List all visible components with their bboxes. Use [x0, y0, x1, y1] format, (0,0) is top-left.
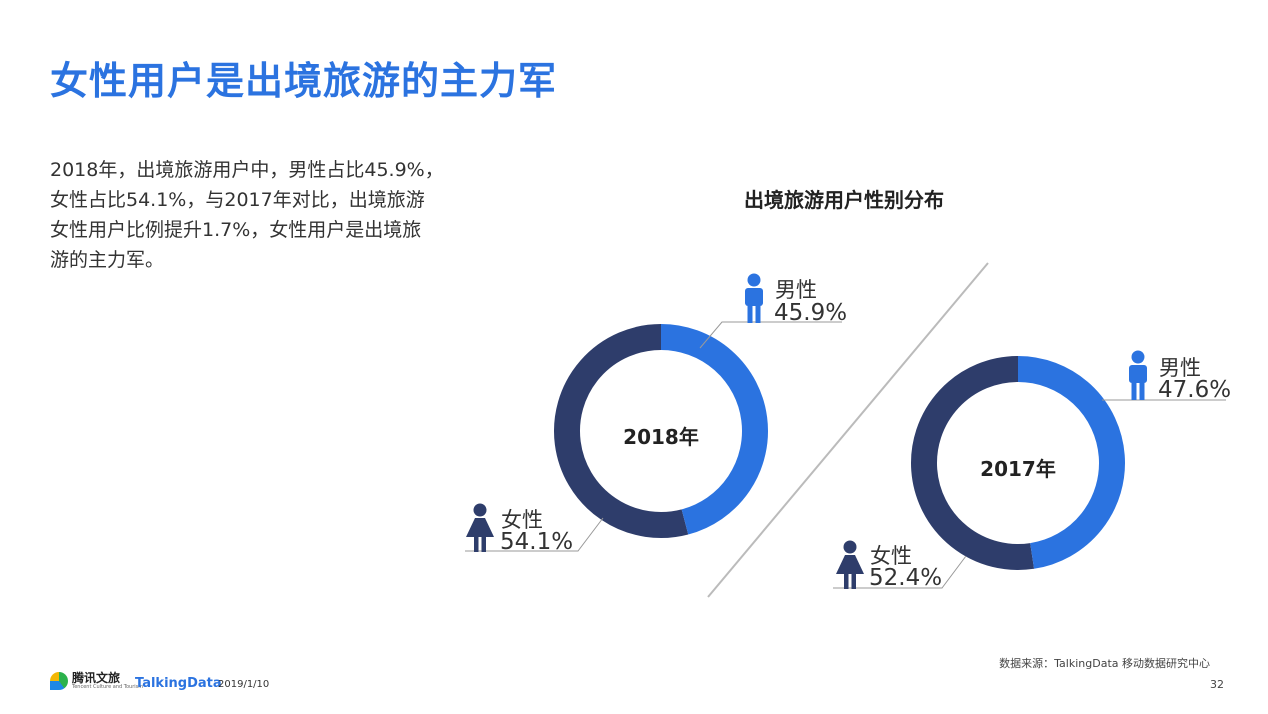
data-label-female-2017: 52.4%: [869, 565, 942, 591]
slice-female: [911, 356, 1035, 570]
divider-line: [707, 262, 989, 598]
data-label-male-2018: 45.9%: [774, 300, 847, 326]
tencent-culture-tourism-logo: 腾讯文旅 Tencent Culture and Tourism: [50, 672, 143, 690]
legend-label-female-2018: 女性: [501, 508, 543, 532]
footer-date: 2019/1/10: [218, 679, 270, 690]
slice-male: [1017, 356, 1125, 569]
male-icon: [745, 273, 763, 323]
center-label-2017: 2017年: [980, 457, 1056, 481]
data-label-male-2017: 47.6%: [1158, 377, 1231, 403]
legend-label-male-2017: 男性: [1159, 356, 1201, 380]
legend-label-female-2017: 女性: [870, 544, 912, 568]
slice-male: [660, 324, 768, 535]
page-number: 32: [1210, 678, 1224, 691]
female-icon: [836, 540, 864, 589]
data-source-note: 数据来源：TalkingData 移动数据研究中心: [999, 657, 1210, 670]
leaf-logo-icon: [50, 672, 68, 690]
center-label-2018: 2018年: [623, 425, 699, 449]
summary-line: 女性用户比例提升1.7%，女性用户是出境旅: [50, 219, 422, 241]
chart-title: 出境旅游用户性别分布: [744, 188, 944, 212]
summary-line: 2018年，出境旅游用户中，男性占比45.9%，: [50, 159, 444, 181]
talkingdata-logo: TalkingData: [135, 676, 222, 691]
female-icon: [466, 503, 494, 552]
data-label-female-2018: 54.1%: [500, 529, 573, 555]
slice-female: [554, 324, 689, 538]
page-title: 女性用户是出境旅游的主力军: [50, 59, 558, 103]
summary-line: 女性占比54.1%，与2017年对比，出境旅游: [50, 189, 425, 211]
legend-label-male-2018: 男性: [775, 278, 817, 302]
leader-line-female-2017: [833, 555, 967, 589]
leader-line-female-2018: [465, 517, 604, 552]
donut-2017: [911, 356, 1125, 570]
summary-line: 游的主力军。: [50, 249, 165, 271]
summary-text: 2018年，出境旅游用户中，男性占比45.9%， 女性占比54.1%，与2017…: [50, 155, 450, 275]
donut-2018: [554, 324, 768, 538]
male-icon: [1129, 350, 1147, 400]
leader-line-male-2018: [699, 321, 842, 349]
